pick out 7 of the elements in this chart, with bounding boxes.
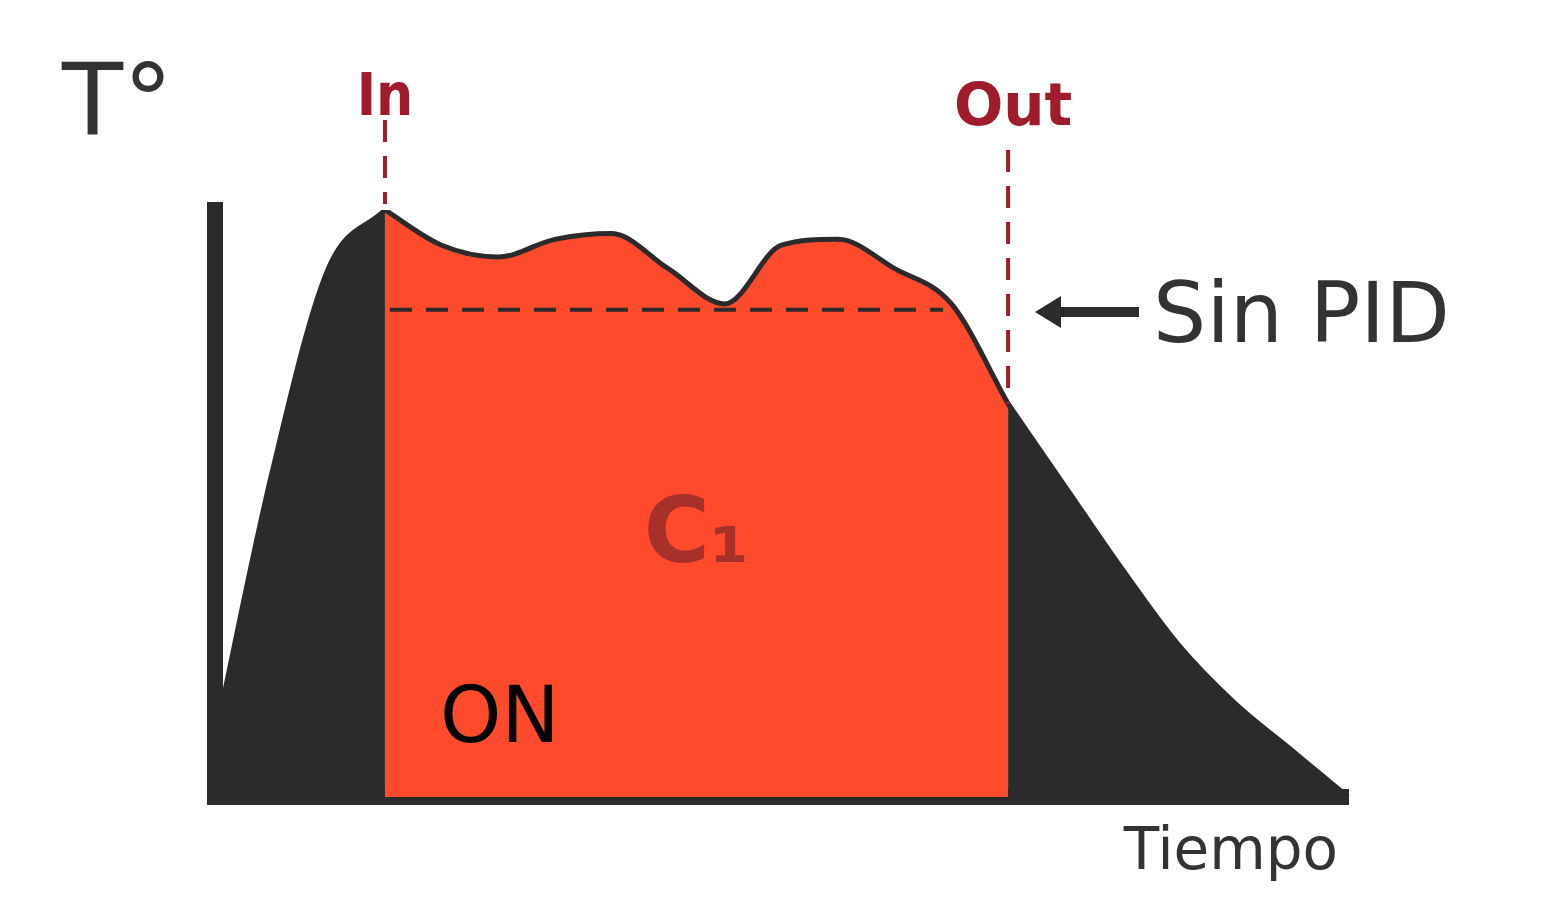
y-axis-title: T° [61, 42, 174, 159]
x-axis-title: Tiempo [1122, 815, 1338, 883]
annotation: C₁ [643, 478, 750, 584]
text: Out [953, 71, 1073, 139]
text: In [356, 61, 414, 129]
annotation: Sin PID [1153, 263, 1450, 362]
annotation: ON [439, 670, 560, 760]
